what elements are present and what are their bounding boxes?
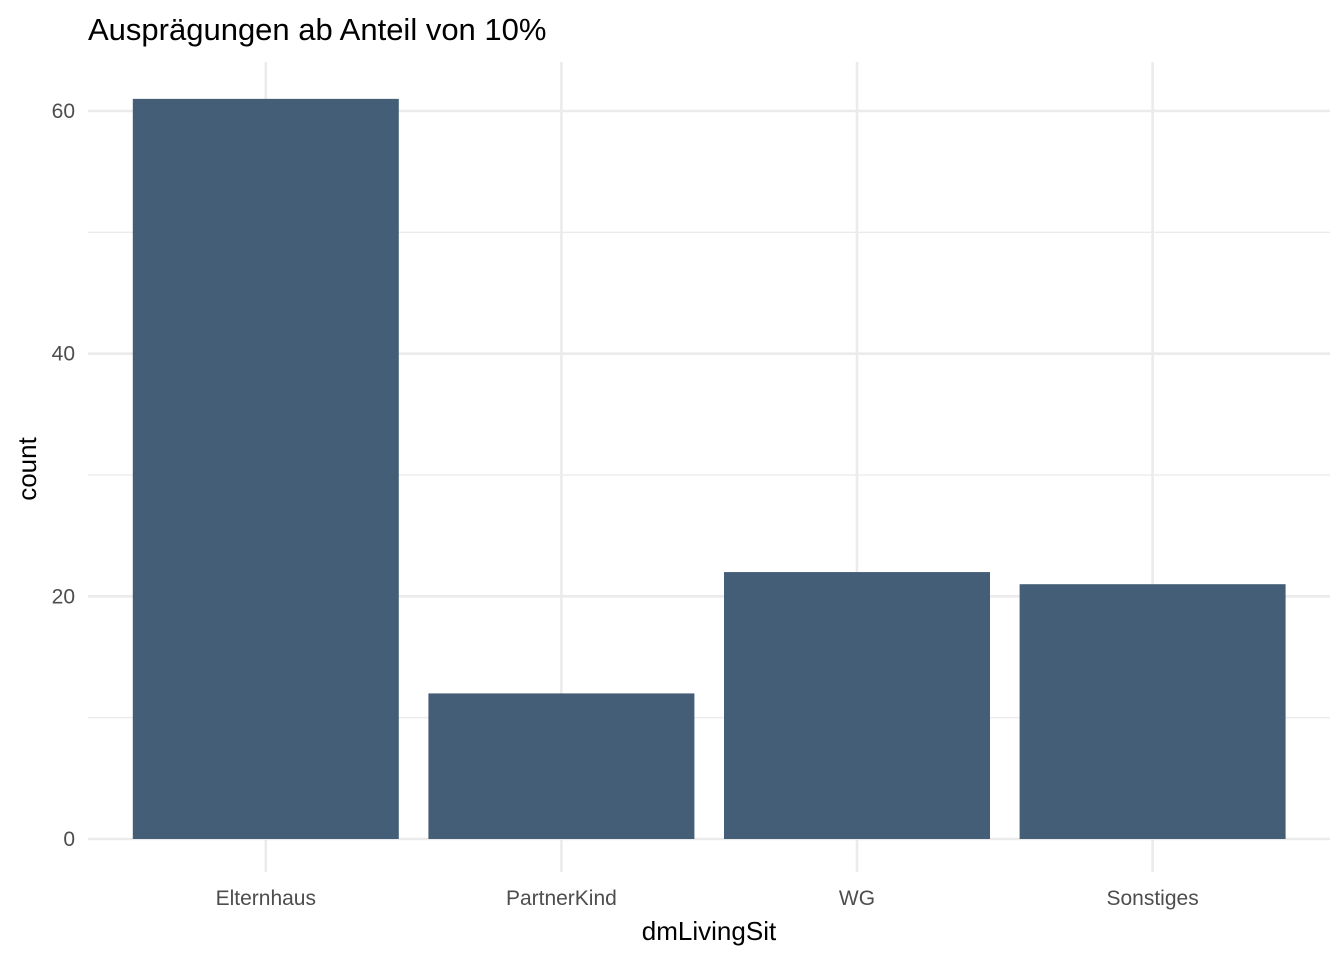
y-axis-title: count — [12, 436, 42, 500]
bars — [132, 98, 1286, 839]
y-tick-label: 40 — [52, 343, 75, 366]
x-tick-label: WG — [839, 887, 875, 910]
y-tick-label: 0 — [63, 828, 75, 851]
y-tick-label: 20 — [52, 585, 75, 608]
x-tick-label: Sonstiges — [1106, 887, 1198, 910]
y-axis-ticks: 0 20 40 60 — [52, 100, 75, 851]
bar-sonstiges — [1019, 584, 1286, 839]
chart-title: Ausprägungen ab Anteil von 10% — [88, 12, 546, 47]
y-tick-label: 60 — [52, 100, 75, 123]
x-axis-title: dmLivingSit — [642, 916, 777, 946]
x-tick-label: PartnerKind — [506, 887, 617, 910]
x-axis-ticks: Elternhaus PartnerKind WG Sonstiges — [216, 887, 1199, 910]
x-tick-label: Elternhaus — [216, 887, 316, 910]
bar-elternhaus — [132, 98, 399, 839]
bar-wg — [724, 572, 990, 839]
bar-partnerkind — [428, 693, 695, 839]
